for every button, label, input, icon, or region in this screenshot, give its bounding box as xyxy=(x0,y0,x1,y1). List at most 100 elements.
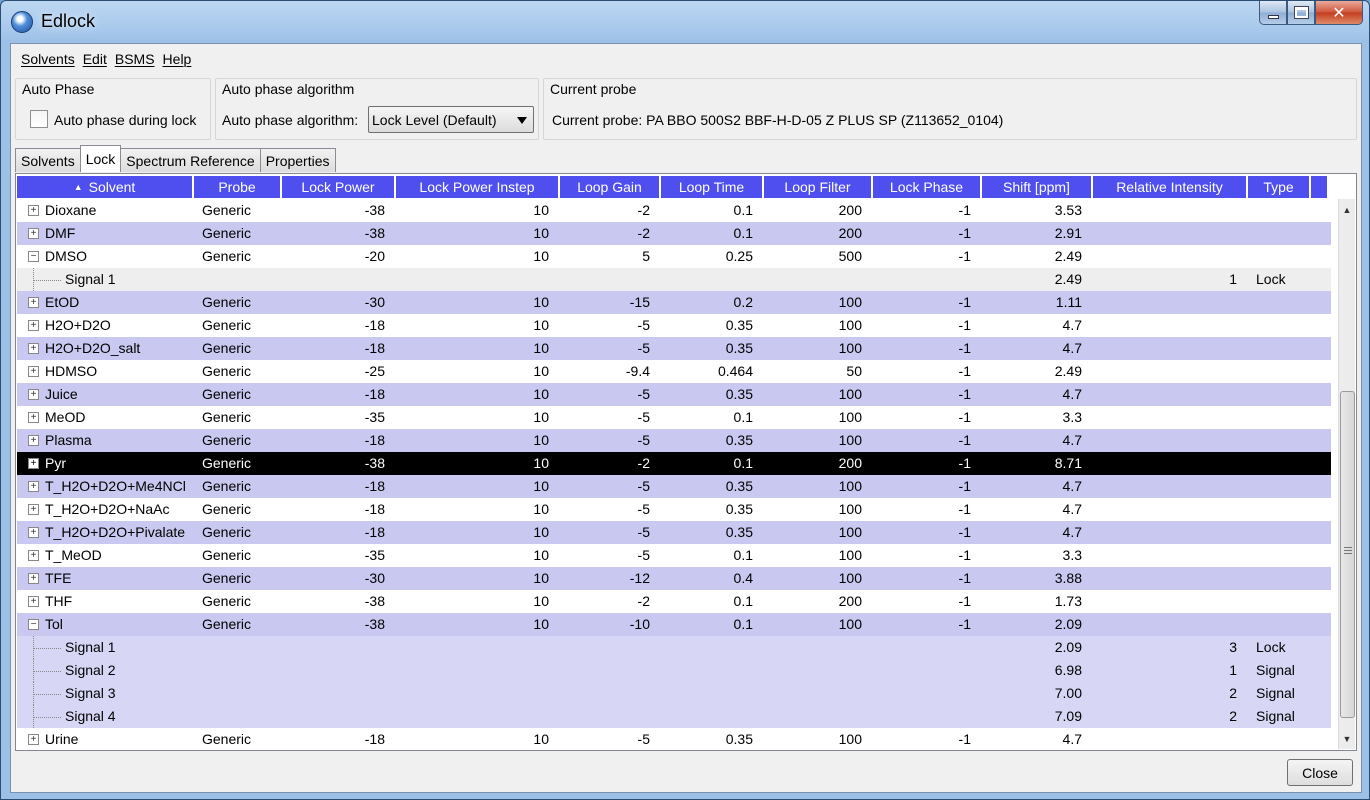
table-row[interactable]: + Juice Generic -18 10 -5 0.35 100 -1 4.7 xyxy=(17,383,1331,406)
instep-cell xyxy=(396,705,560,728)
title-bar[interactable]: Edlock ✕ xyxy=(1,1,1369,43)
menu-edit[interactable]: Edit xyxy=(82,51,107,67)
expand-icon[interactable]: + xyxy=(28,550,39,561)
menu-help[interactable]: Help xyxy=(162,51,192,67)
expand-icon[interactable]: + xyxy=(28,504,39,515)
tab-properties[interactable]: Properties xyxy=(259,148,336,172)
table-row[interactable]: + T_H2O+D2O+Pivalate Generic -18 10 -5 0.35 100… xyxy=(17,521,1331,544)
phase-cell: -1 xyxy=(958,570,971,586)
tab-solvents[interactable]: Solvents xyxy=(15,148,81,172)
menu-bsms[interactable]: BSMS xyxy=(114,51,155,67)
solvent-cell: + T_H2O+D2O+Me4NCl xyxy=(17,475,194,498)
expand-icon[interactable]: + xyxy=(28,389,39,400)
collapse-icon[interactable]: − xyxy=(28,619,39,630)
algorithm-select[interactable]: Lock Level (Default) xyxy=(368,106,534,133)
gain-cell: 5 xyxy=(642,248,650,264)
column-header-lock-power[interactable]: Lock Power xyxy=(282,176,396,198)
close-icon: ✕ xyxy=(1332,4,1346,22)
shift-cell: 2.91 xyxy=(1054,225,1082,241)
table-row[interactable]: + THF Generic -38 10 -2 0.1 200 -1 1.73 xyxy=(17,590,1331,613)
expand-icon[interactable]: + xyxy=(28,205,39,216)
expand-icon[interactable]: + xyxy=(28,412,39,423)
expand-icon[interactable]: + xyxy=(28,228,39,239)
table-row[interactable]: + H2O+D2O_salt Generic -18 10 -5 0.35 100 -1 4.7 xyxy=(17,337,1331,360)
instep-cell: 10 xyxy=(533,386,549,402)
column-header-shift[interactable]: Shift [ppm] xyxy=(982,176,1093,198)
solvent-name: MeOD xyxy=(45,409,86,425)
table-row[interactable]: + TFE Generic -30 10 -12 0.4 100 -1 3.88 xyxy=(17,567,1331,590)
tab-lock[interactable]: Lock xyxy=(79,145,122,172)
probe-cell: Generic xyxy=(202,317,252,333)
algorithm-group: Auto phase algorithm Auto phase algorith… xyxy=(215,78,539,140)
instep-cell: 10 xyxy=(533,524,549,540)
column-header-lock-power-instep[interactable]: Lock Power Instep xyxy=(396,176,560,198)
expand-icon[interactable]: + xyxy=(28,527,39,538)
column-header-loop-gain[interactable]: Loop Gain xyxy=(560,176,661,198)
table-row[interactable]: + Dioxane Generic -38 10 -2 0.1 200 -1 3.53 xyxy=(17,199,1331,222)
probe-cell: Generic xyxy=(202,294,252,310)
filter-cell: 100 xyxy=(838,317,862,333)
menu-solvents[interactable]: Solvents xyxy=(21,51,75,67)
vertical-scrollbar[interactable]: ▲ ▼ xyxy=(1338,199,1355,749)
column-header-loop-time[interactable]: Loop Time xyxy=(661,176,764,198)
table-row[interactable]: − Tol Generic -38 10 -10 0.1 100 -1 2.09 xyxy=(17,613,1331,636)
scrollbar-thumb[interactable] xyxy=(1340,391,1355,718)
column-header-lock-phase[interactable]: Lock Phase xyxy=(873,176,982,198)
column-header-solvent[interactable]: ▲ Solvent xyxy=(17,176,194,198)
solvent-cell: + T_H2O+D2O+NaAc xyxy=(17,498,194,521)
power-cell: -18 xyxy=(364,478,385,494)
table-row[interactable]: + EtOD Generic -30 10 -15 0.2 100 -1 1.11 xyxy=(17,291,1331,314)
column-header-probe[interactable]: Probe xyxy=(194,176,282,198)
table-row[interactable]: + MeOD Generic -35 10 -5 0.1 100 -1 3.3 xyxy=(17,406,1331,429)
table-row-signal[interactable]: Signal 2 6.98 1 Signal xyxy=(17,659,1331,682)
minimize-button[interactable] xyxy=(1259,1,1287,25)
table-row-signal[interactable]: Signal 4 7.09 2 Signal xyxy=(17,705,1331,728)
expand-icon[interactable]: + xyxy=(28,573,39,584)
window-close-button[interactable]: ✕ xyxy=(1315,1,1363,25)
table-body: + Dioxane Generic -38 10 -2 0.1 200 -1 3.53 + DMF Ge… xyxy=(17,199,1331,750)
scroll-up-icon[interactable]: ▲ xyxy=(1342,204,1352,215)
table-row[interactable]: + T_H2O+D2O+Me4NCl Generic -18 10 -5 0.35 100 -1… xyxy=(17,475,1331,498)
expand-icon[interactable]: + xyxy=(28,734,39,745)
instep-cell: 10 xyxy=(533,202,549,218)
filter-cell: 100 xyxy=(838,478,862,494)
collapse-icon[interactable]: − xyxy=(28,251,39,262)
close-button[interactable]: Close xyxy=(1287,759,1353,786)
table-row[interactable]: + H2O+D2O Generic -18 10 -5 0.35 100 -1 4.7 xyxy=(17,314,1331,337)
expand-icon[interactable]: + xyxy=(28,458,39,469)
table-row[interactable]: + Pyr Generic -38 10 -2 0.1 200 -1 8.71 xyxy=(17,452,1331,475)
table-row[interactable]: + T_H2O+D2O+NaAc Generic -18 10 -5 0.35 100 -1 4.… xyxy=(17,498,1331,521)
probe-cell: Generic xyxy=(202,202,252,218)
auto-phase-checkbox-label[interactable]: Auto phase during lock xyxy=(54,112,197,128)
filter-cell: 100 xyxy=(838,547,862,563)
filter-cell: 50 xyxy=(846,363,862,379)
table-row[interactable]: − DMSO Generic -20 10 5 0.25 500 -1 2.49 xyxy=(17,245,1331,268)
expand-icon[interactable]: + xyxy=(28,481,39,492)
table-row[interactable]: + HDMSO Generic -25 10 -9.4 0.464 50 -1 2.49 xyxy=(17,360,1331,383)
table-row[interactable]: + Plasma Generic -18 10 -5 0.35 100 -1 4.7 xyxy=(17,429,1331,452)
expand-icon[interactable]: + xyxy=(28,435,39,446)
table-row-signal[interactable]: Signal 1 2.49 1 Lock xyxy=(17,268,1331,291)
window-title: Edlock xyxy=(41,11,96,31)
phase-cell xyxy=(873,268,982,291)
table-row-signal[interactable]: Signal 1 2.09 3 Lock xyxy=(17,636,1331,659)
expand-icon[interactable]: + xyxy=(28,343,39,354)
lock-table: ▲ Solvent Probe Lock Power Lock Power Ins… xyxy=(15,173,1357,751)
scroll-down-icon[interactable]: ▼ xyxy=(1342,733,1352,744)
table-row[interactable]: + Urine Generic -18 10 -5 0.35 100 -1 4.7 xyxy=(17,728,1331,750)
maximize-button[interactable] xyxy=(1287,1,1315,25)
expand-icon[interactable]: + xyxy=(28,297,39,308)
auto-phase-checkbox[interactable] xyxy=(30,110,48,128)
expand-icon[interactable]: + xyxy=(28,366,39,377)
column-header-relative-intensity[interactable]: Relative Intensity xyxy=(1093,176,1248,198)
table-row[interactable]: + DMF Generic -38 10 -2 0.1 200 -1 2.91 xyxy=(17,222,1331,245)
expand-icon[interactable]: + xyxy=(28,320,39,331)
column-header-type[interactable]: Type xyxy=(1248,176,1311,198)
table-row[interactable]: + T_MeOD Generic -35 10 -5 0.1 100 -1 3.3 xyxy=(17,544,1331,567)
table-row-signal[interactable]: Signal 3 7.00 2 Signal xyxy=(17,682,1331,705)
column-header-loop-filter[interactable]: Loop Filter xyxy=(764,176,873,198)
expand-icon[interactable]: + xyxy=(28,596,39,607)
tab-spectrum-reference[interactable]: Spectrum Reference xyxy=(120,148,261,172)
instep-cell: 10 xyxy=(533,501,549,517)
algorithm-label: Auto phase algorithm: xyxy=(222,112,359,128)
